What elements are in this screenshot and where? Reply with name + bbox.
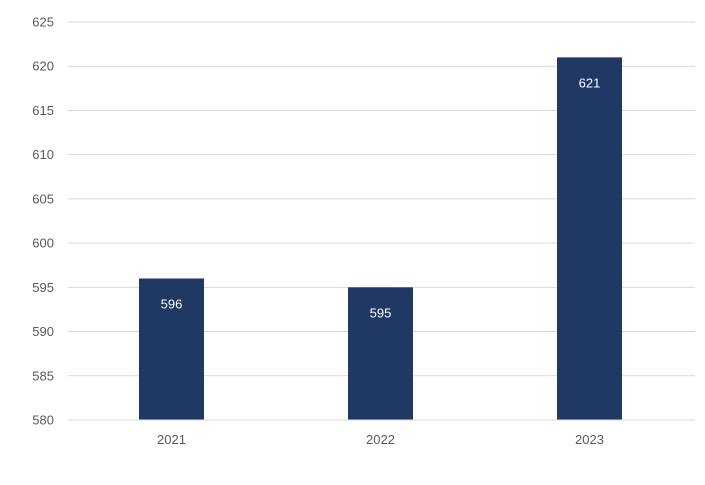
x-tick-label-2022: 2022 xyxy=(366,432,395,447)
data-label-2023: 621 xyxy=(579,75,601,90)
y-tick-label: 590 xyxy=(32,324,54,339)
data-label-2021: 596 xyxy=(161,296,183,311)
bar-2023 xyxy=(557,57,622,420)
y-tick-label: 595 xyxy=(32,280,54,295)
labels: 580 585 590 595 600 605 610 615 620 625 596 2021 595… xyxy=(32,15,604,448)
bar-2022 xyxy=(348,287,413,420)
y-tick-label: 610 xyxy=(32,147,54,162)
y-tick-label: 605 xyxy=(32,191,54,206)
x-tick-label-2021: 2021 xyxy=(157,432,186,447)
y-tick-label: 615 xyxy=(32,103,54,118)
y-tick-label: 580 xyxy=(32,413,54,428)
x-tick-label-2023: 2023 xyxy=(575,432,604,447)
y-tick-label: 620 xyxy=(32,59,54,74)
y-tick-label: 585 xyxy=(32,368,54,383)
y-tick-label: 600 xyxy=(32,236,54,251)
bars xyxy=(139,57,622,420)
bar-2021 xyxy=(139,278,204,420)
data-label-2022: 595 xyxy=(370,305,392,320)
y-tick-label: 625 xyxy=(32,15,54,30)
